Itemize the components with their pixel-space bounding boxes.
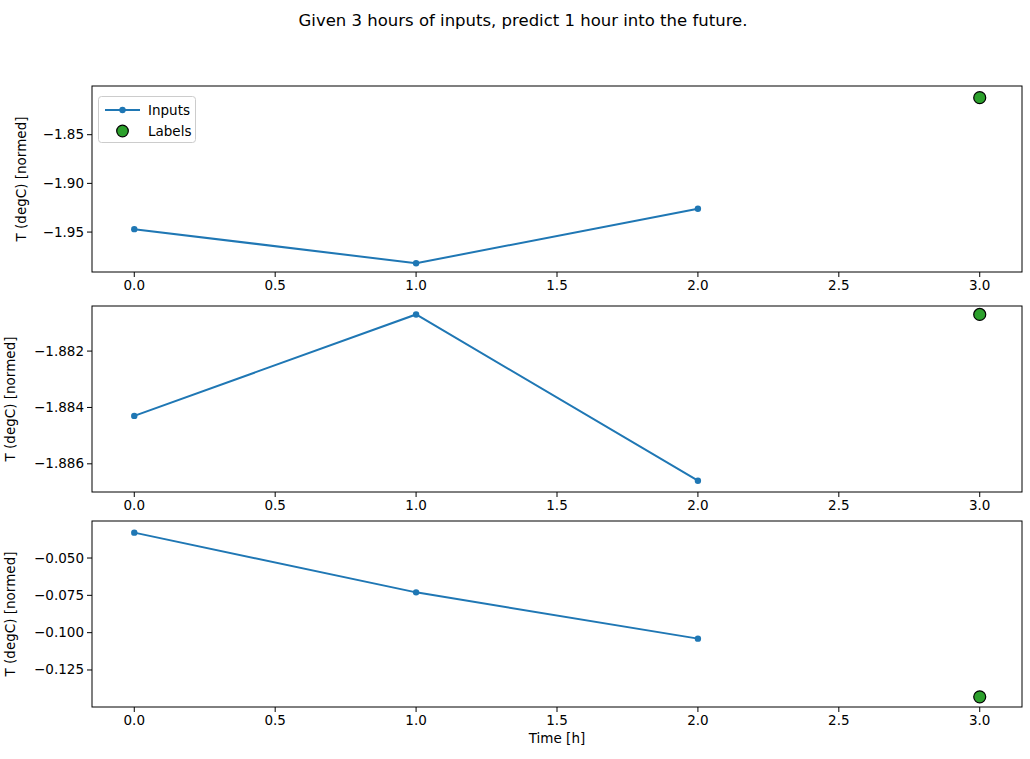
inputs-point [695,478,701,484]
axes-frame [92,86,1022,272]
legend-label-inputs: Inputs [148,102,190,118]
subplot-1: 0.0 0.5 1.0 1.5 2.0 2.5 3.0 −1.85 −1.90 −1.95 T (d… [13,86,1022,293]
legend-label-labels: Labels [148,123,191,139]
inputs-line [134,533,698,639]
x-tick-label: 2.5 [828,277,849,293]
x-tick-label: 0.5 [264,497,285,513]
x-tick-label: 1.0 [405,712,426,728]
x-tick-label: 2.0 [687,497,708,513]
y-tick-label: −0.100 [34,624,84,640]
x-tick-label: 2.5 [828,497,849,513]
y-tick-label: −1.90 [43,175,84,191]
legend: Inputs Labels [99,97,196,143]
inputs-point [695,206,701,212]
inputs-point [413,311,419,317]
inputs-line [134,314,698,480]
x-tick-label: 2.0 [687,712,708,728]
y-tick-label: −0.050 [34,550,84,566]
x-tick-label: 3.0 [969,277,990,293]
x-tick-label: 0.5 [264,712,285,728]
y-axis-label: T (degC) [normed] [13,117,29,243]
x-tick-label: 1.5 [546,277,567,293]
axes-frame [92,521,1022,707]
axes-frame [92,306,1022,492]
labels-point [974,92,986,104]
figure: Given 3 hours of inputs, predict 1 hour … [0,0,1030,759]
x-axis-label: Time [h] [528,730,585,746]
y-tick-label: −1.95 [43,224,84,240]
y-tick-label: −1.882 [34,343,84,359]
y-tick-label: −0.125 [34,661,84,677]
legend-inputs-marker [119,107,125,113]
inputs-point [131,529,137,535]
x-tick-label: 0.5 [264,277,285,293]
inputs-point [413,260,419,266]
x-tick-label: 3.0 [969,712,990,728]
x-tick-label: 2.0 [687,277,708,293]
x-tick-label: 1.5 [546,712,567,728]
labels-point [974,308,986,320]
x-tick-label: 1.5 [546,497,567,513]
x-tick-label: 3.0 [969,497,990,513]
inputs-point [131,413,137,419]
inputs-line [134,209,698,264]
subplot-3: 0.0 0.5 1.0 1.5 2.0 2.5 3.0 −0.050 −0.075 −0.100 −… [2,521,1022,746]
x-tick-label: 0.0 [124,712,145,728]
x-tick-label: 0.0 [124,497,145,513]
subplot-2: 0.0 0.5 1.0 1.5 2.0 2.5 3.0 −1.882 −1.884 −1.886 T… [2,306,1022,513]
x-tick-label: 1.0 [405,497,426,513]
x-tick-label: 2.5 [828,712,849,728]
labels-point [974,691,986,703]
y-axis-label: T (degC) [normed] [2,337,18,463]
x-tick-label: 1.0 [405,277,426,293]
legend-labels-marker [117,125,129,137]
y-tick-label: −1.85 [43,126,84,142]
y-tick-label: −0.075 [34,587,84,603]
chart-canvas: 0.0 0.5 1.0 1.5 2.0 2.5 3.0 −1.85 −1.90 −1.95 T (d… [0,0,1030,759]
inputs-point [131,226,137,232]
inputs-point [695,635,701,641]
y-axis-label: T (degC) [normed] [2,552,18,678]
inputs-point [413,589,419,595]
y-tick-label: −1.886 [34,455,84,471]
y-tick-label: −1.884 [34,399,84,415]
x-tick-label: 0.0 [124,277,145,293]
